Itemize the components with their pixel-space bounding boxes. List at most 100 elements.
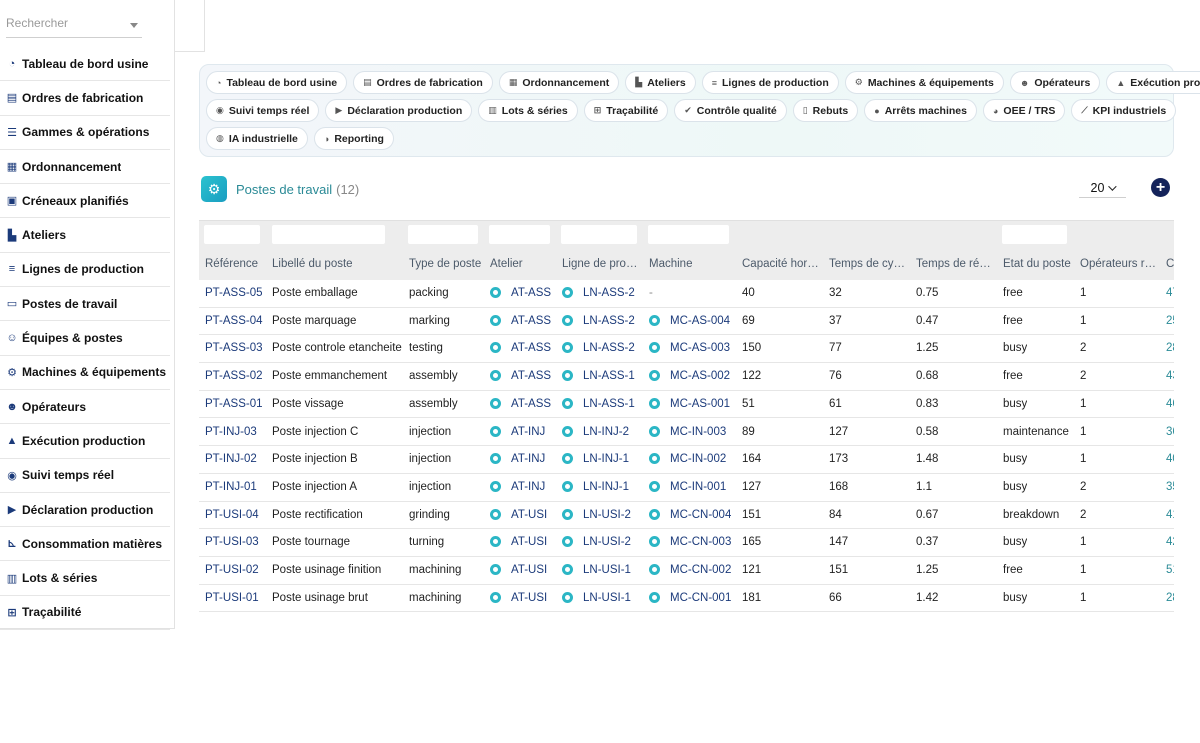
cell-ligne-link[interactable]: LN-ASS-1 [562, 397, 635, 410]
cell-atelier-link[interactable]: AT-ASS [490, 370, 551, 382]
cell-machine-link[interactable]: MC-CN-003 [649, 536, 731, 548]
column-header[interactable]: C [1166, 258, 1174, 270]
cell-ligne-link[interactable]: LN-USI-1 [562, 564, 631, 576]
sidebar-item-4[interactable]: ▣ Créneaux planifiés [0, 184, 170, 219]
cell-ref[interactable]: PT-ASS-05 [205, 287, 263, 299]
column-header[interactable]: Capacité hor… [742, 258, 819, 270]
module-button[interactable]: ◉ Suivi temps réel [206, 99, 320, 122]
chevron-down-icon[interactable] [130, 23, 138, 28]
table-row[interactable]: PT-INJ-02 Poste injection B injection AT-IN… [199, 446, 1174, 474]
column-filter-input[interactable] [648, 225, 729, 244]
module-button[interactable]: ◑ Reporting [313, 127, 394, 150]
sidebar-item-13[interactable]: ▶ Déclaration production [0, 493, 170, 528]
module-button[interactable]: ≡ Lignes de production [701, 71, 839, 94]
search-input[interactable] [6, 16, 126, 30]
sidebar-item-7[interactable]: ▭ Postes de travail [0, 287, 170, 322]
column-header[interactable]: Temps de cy… [829, 258, 906, 270]
cell-ligne-link[interactable]: LN-INJ-1 [562, 453, 629, 465]
table-row[interactable]: PT-INJ-03 Poste injection C injection AT-IN… [199, 419, 1174, 447]
table-row[interactable]: PT-USI-03 Poste tournage turning AT-USI LN-U… [199, 529, 1174, 557]
cell-ligne-link[interactable]: LN-ASS-2 [562, 314, 635, 327]
page-size-select[interactable]: 20 [1079, 178, 1126, 198]
column-header[interactable]: État du poste [1003, 258, 1071, 270]
column-filter-input[interactable] [408, 225, 478, 244]
cell-ref[interactable]: PT-USI-04 [205, 508, 259, 521]
column-filter-input[interactable] [204, 225, 260, 244]
column-header[interactable]: Type de poste [409, 258, 482, 270]
column-header[interactable]: Atelier [490, 258, 523, 270]
cell-atelier-link[interactable]: AT-ASS [490, 314, 551, 327]
add-button[interactable]: + [1151, 178, 1170, 197]
cell-ref[interactable]: PT-USI-03 [205, 536, 259, 549]
module-button[interactable]: ⚙ Machines & équipements [844, 71, 1004, 94]
cell-ligne-link[interactable]: LN-INJ-2 [562, 425, 629, 438]
module-button[interactable]: ⟋ KPI industriels [1071, 99, 1177, 122]
cell-ref[interactable]: PT-INJ-03 [205, 425, 257, 438]
module-button[interactable]: ▶ Déclaration production [325, 99, 473, 122]
table-row[interactable]: PT-ASS-04 Poste marquage marking AT-ASS LN-A… [199, 308, 1174, 336]
cell-machine-link[interactable]: MC-IN-001 [649, 480, 726, 493]
cell-ligne-link[interactable]: LN-ASS-2 [562, 287, 635, 299]
table-row[interactable]: PT-USI-01 Poste usinage brut machining AT-U… [199, 585, 1174, 613]
module-button[interactable]: ▲ Exécution production [1106, 71, 1200, 94]
sidebar-item-12[interactable]: ◉ Suivi temps réel [0, 459, 170, 493]
cell-machine-link[interactable]: MC-IN-002 [649, 453, 726, 465]
cell-machine-link[interactable]: MC-CN-001 [649, 591, 731, 604]
sidebar-item-0[interactable]: ◔ Tableau de bord usine [0, 47, 170, 82]
table-row[interactable]: PT-USI-02 Poste usinage finition machining… [199, 557, 1174, 585]
cell-machine-link[interactable]: MC-AS-002 [649, 370, 730, 382]
cell-ligne-link[interactable]: LN-INJ-1 [562, 480, 629, 493]
column-filter-input[interactable] [489, 225, 550, 244]
column-filter-input[interactable] [1002, 225, 1067, 244]
cell-ref[interactable]: PT-ASS-03 [205, 342, 263, 355]
module-button[interactable]: ⊞ Traçabilité [583, 99, 669, 122]
module-button[interactable]: ▥ Lots & séries [478, 99, 578, 122]
cell-ligne-link[interactable]: LN-USI-1 [562, 591, 631, 604]
cell-atelier-link[interactable]: AT-USI [490, 536, 547, 548]
table-row[interactable]: PT-ASS-01 Poste vissage assembly AT-ASS LN-A… [199, 391, 1174, 419]
cell-machine-link[interactable]: MC-CN-004 [649, 508, 731, 521]
sidebar-item-15[interactable]: ▥ Lots & séries [0, 561, 170, 596]
cell-ligne-link[interactable]: LN-USI-2 [562, 536, 631, 548]
cell-ref[interactable]: PT-USI-01 [205, 591, 259, 604]
sidebar-item-5[interactable]: ▙ Ateliers [0, 218, 170, 253]
cell-ligne-link[interactable]: LN-USI-2 [562, 508, 631, 521]
cell-machine-link[interactable]: MC-CN-002 [649, 564, 731, 576]
cell-machine-link[interactable]: MC-AS-004 [649, 314, 730, 327]
column-header[interactable]: Machine [649, 258, 693, 270]
table-row[interactable]: PT-ASS-05 Poste emballage packing AT-ASS LN-… [199, 280, 1174, 308]
column-header[interactable]: Référence [205, 258, 259, 270]
column-header[interactable]: Libellé du poste [272, 258, 353, 270]
table-row[interactable]: PT-USI-04 Poste rectification grinding AT-U… [199, 502, 1174, 530]
cell-atelier-link[interactable]: AT-USI [490, 591, 547, 604]
cell-ref[interactable]: PT-INJ-01 [205, 480, 257, 493]
sidebar-item-2[interactable]: ☰ Gammes & opérations [0, 116, 170, 150]
module-button[interactable]: ◔ Tableau de bord usine [206, 71, 348, 94]
cell-atelier-link[interactable]: AT-ASS [490, 397, 551, 410]
sidebar-item-8[interactable]: ☺ Équipes & postes [0, 321, 170, 356]
cell-atelier-link[interactable]: AT-ASS [490, 342, 551, 354]
module-button[interactable]: ◕ OEE / TRS [982, 99, 1066, 122]
cell-atelier-link[interactable]: AT-ASS [490, 287, 551, 299]
sidebar-item-6[interactable]: ≡ Lignes de production [0, 253, 170, 288]
table-row[interactable]: PT-INJ-01 Poste injection A injection AT-IN… [199, 474, 1174, 502]
cell-atelier-link[interactable]: AT-USI [490, 508, 547, 521]
column-filter-input[interactable] [272, 225, 385, 244]
sidebar-item-14[interactable]: ⊾ Consommation matières [0, 527, 170, 562]
cell-machine-link[interactable]: MC-AS-003 [649, 342, 730, 354]
cell-ref[interactable]: PT-ASS-04 [205, 314, 263, 327]
cell-atelier-link[interactable]: AT-INJ [490, 480, 545, 493]
sidebar-item-11[interactable]: ▲ Exécution production [0, 424, 170, 459]
cell-atelier-link[interactable]: AT-INJ [490, 425, 545, 438]
cell-machine-link[interactable]: MC-IN-003 [649, 425, 726, 438]
cell-ref[interactable]: PT-ASS-02 [205, 370, 263, 383]
module-button[interactable]: ☻ Opérateurs [1009, 71, 1101, 94]
sidebar-item-16[interactable]: ⊞ Traçabilité [0, 596, 170, 631]
cell-ligne-link[interactable]: LN-ASS-2 [562, 342, 635, 354]
sidebar-item-10[interactable]: ☻ Opérateurs [0, 390, 170, 425]
sidebar-item-3[interactable]: ▦ Ordonnancement [0, 150, 170, 185]
column-header[interactable]: Opérateurs r… [1080, 258, 1157, 270]
module-button[interactable]: ▯ Rebuts [792, 99, 859, 122]
module-button[interactable]: ▙ Ateliers [625, 71, 696, 94]
table-row[interactable]: PT-ASS-03 Poste controle etancheite testin… [199, 335, 1174, 364]
